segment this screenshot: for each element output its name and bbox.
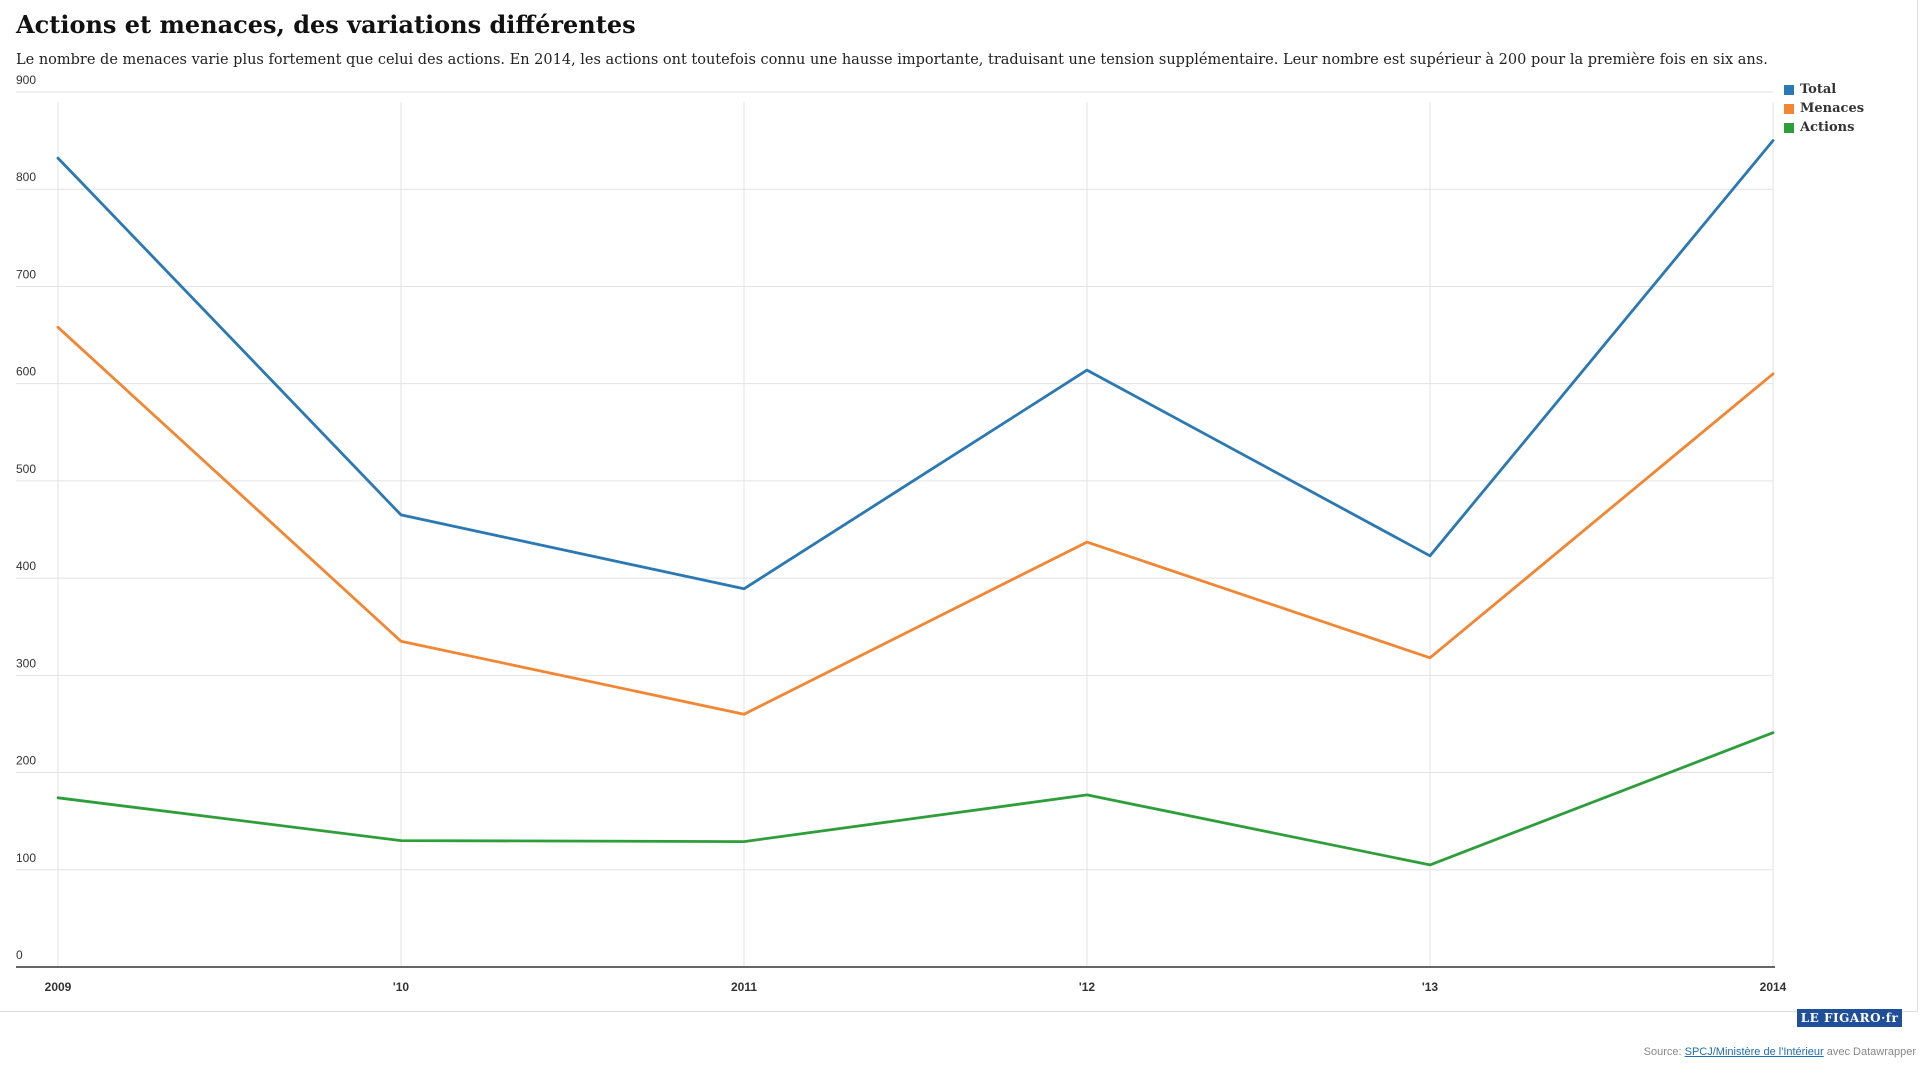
- x-tick-label: 2009: [45, 980, 72, 994]
- y-tick-label: 600: [16, 365, 36, 379]
- series-line-actions: [56, 731, 1775, 867]
- legend-item-actions: Actions: [1784, 118, 1864, 137]
- y-tick-label: 500: [16, 462, 36, 476]
- legend-swatch: [1784, 84, 1794, 95]
- source-prefix: Source:: [1643, 1046, 1685, 1058]
- chart-title: Actions et menaces, des variations diffé…: [16, 10, 636, 39]
- legend-swatch: [1784, 122, 1794, 133]
- y-tick-label: 800: [16, 170, 36, 184]
- x-tick-label: '12: [1079, 980, 1096, 994]
- series-line-menaces: [56, 325, 1775, 716]
- le-figaro-logo: LE FIGARO·fr: [1797, 1009, 1902, 1027]
- legend-label: Actions: [1800, 120, 1855, 135]
- y-tick-label: 700: [16, 267, 36, 281]
- chart-frame: [0, 0, 1918, 1012]
- x-tick-label: '13: [1422, 980, 1439, 994]
- source-link[interactable]: SPCJ/Ministère de l'Intérieur: [1684, 1046, 1824, 1058]
- x-tick-label: 2011: [731, 980, 757, 994]
- line-chart: 0 100 200 300 400 500 600 700 800 900 2009 '10 2011 '…: [16, 73, 1787, 994]
- x-tick-label: '10: [393, 980, 410, 994]
- y-tick-label: 400: [16, 559, 36, 573]
- legend-label: Menaces: [1800, 101, 1865, 116]
- y-tick-label: 300: [16, 656, 36, 670]
- y-tick-label: 200: [16, 754, 36, 768]
- legend-label: Total: [1800, 82, 1837, 97]
- legend-item-menaces: Menaces: [1784, 99, 1864, 118]
- series-line-total: [56, 139, 1775, 591]
- y-tick-label: 900: [16, 73, 36, 87]
- legend-swatch: [1784, 103, 1794, 114]
- chart-legend: Total Menaces Actions: [1784, 80, 1864, 137]
- source-suffix: avec Datawrapper: [1823, 1046, 1916, 1058]
- source-line: Source: SPCJ/Ministère de l'Intérieur av…: [1644, 1046, 1916, 1058]
- x-tick-label: 2014: [1760, 980, 1787, 994]
- chart-subtitle: Le nombre de menaces varie plus fortemen…: [16, 52, 1768, 68]
- y-tick-label: 100: [16, 851, 36, 865]
- legend-item-total: Total: [1784, 80, 1864, 99]
- y-tick-label: 0: [16, 948, 23, 962]
